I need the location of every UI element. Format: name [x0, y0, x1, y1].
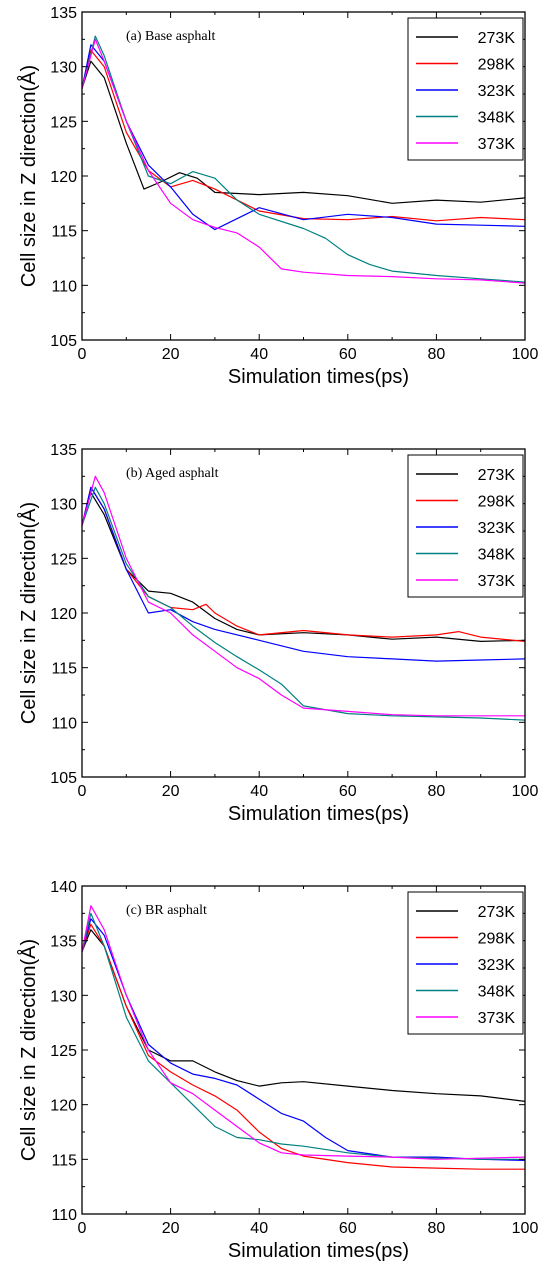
legend-label-298K: 298K [478, 57, 516, 74]
panel-title: (a) Base asphalt [126, 29, 216, 44]
x-tick-label: 100 [512, 1220, 539, 1237]
legend-label-273K: 273K [478, 904, 516, 921]
legend-label-348K: 348K [478, 984, 516, 1001]
legend-box [407, 17, 524, 161]
legend: 273K 298K 323K 348K 373K [407, 17, 524, 161]
x-tick-label: 100 [512, 783, 539, 800]
y-tick-label: 125 [50, 1043, 77, 1060]
y-axis-title: Cell size in Z direction(Å) [17, 502, 40, 724]
series-line-298K [81, 49, 526, 222]
series-line-373K [81, 38, 526, 284]
series-line-373K [81, 905, 526, 1160]
x-tick-label: 0 [78, 346, 87, 363]
x-axis-title: Simulation times(ps) [228, 803, 409, 825]
legend-label-373K: 373K [478, 573, 516, 590]
y-axis-title: Cell size in Z direction(Å) [17, 939, 40, 1161]
y-tick-label: 110 [51, 278, 77, 295]
y-tick-label: 120 [50, 606, 77, 623]
y-tick-label: 110 [51, 715, 77, 732]
y-tick-label: 115 [51, 224, 77, 241]
legend-box [407, 454, 524, 598]
legend-label-348K: 348K [478, 547, 516, 564]
legend: 273K 298K 323K 348K 373K [407, 891, 524, 1035]
legend-label-323K: 323K [478, 520, 516, 537]
x-tick-label: 80 [428, 346, 446, 363]
x-tick-label: 40 [250, 346, 268, 363]
y-tick-label: 125 [50, 551, 77, 568]
y-tick-label: 120 [50, 1098, 77, 1115]
legend: 273K 298K 323K 348K 373K [407, 454, 524, 598]
legend-box [407, 891, 524, 1035]
panel-title: (b) Aged asphalt [126, 466, 219, 481]
x-tick-label: 20 [162, 346, 180, 363]
x-axis-title: Simulation times(ps) [228, 366, 409, 388]
x-tick-label: 100 [512, 346, 539, 363]
legend-label-373K: 373K [478, 136, 516, 153]
panel-title: (c) BR asphalt [126, 903, 207, 918]
y-tick-label: 135 [50, 934, 77, 951]
series-line-273K [81, 492, 526, 642]
series-line-323K [81, 486, 526, 662]
x-tick-label: 60 [339, 783, 357, 800]
legend-label-298K: 298K [478, 931, 516, 948]
y-tick-label: 120 [50, 169, 77, 186]
y-tick-label: 140 [50, 879, 77, 896]
chart-panel-3: 0 20 40 60 80 100 110 115 120 125 130 135 140 Simulat… [17, 879, 538, 1262]
x-tick-label: 60 [339, 346, 357, 363]
y-tick-label: 110 [51, 1207, 77, 1224]
legend-label-273K: 273K [478, 467, 516, 484]
y-tick-label: 130 [50, 60, 77, 77]
y-tick-label: 105 [50, 333, 77, 350]
y-tick-label: 125 [50, 114, 77, 131]
y-tick-label: 115 [51, 1152, 77, 1169]
x-tick-label: 40 [250, 783, 268, 800]
y-tick-label: 135 [50, 442, 77, 459]
y-tick-label: 105 [50, 770, 77, 787]
legend-label-298K: 298K [478, 494, 516, 511]
y-tick-label: 130 [50, 988, 77, 1005]
legend-label-273K: 273K [478, 30, 516, 47]
x-axis-title: Simulation times(ps) [228, 1240, 409, 1262]
x-tick-label: 40 [250, 1220, 268, 1237]
series-line-298K [81, 923, 525, 1170]
chart-panel-1: 0 20 40 60 80 100 105 110 115 120 125 130 135 Simulat… [17, 5, 538, 388]
y-axis-title: Cell size in Z direction(Å) [17, 65, 40, 287]
legend-label-323K: 323K [478, 83, 516, 100]
y-tick-label: 135 [50, 5, 77, 22]
x-tick-label: 80 [428, 783, 446, 800]
x-tick-label: 0 [78, 1220, 87, 1237]
x-tick-label: 20 [162, 1220, 180, 1237]
x-tick-label: 20 [162, 783, 180, 800]
x-tick-label: 0 [78, 783, 87, 800]
x-tick-label: 80 [428, 1220, 446, 1237]
x-tick-label: 60 [339, 1220, 357, 1237]
legend-label-373K: 373K [478, 1010, 516, 1027]
series-line-348K [81, 486, 526, 721]
series-line-373K [81, 475, 525, 717]
legend-label-323K: 323K [478, 957, 516, 974]
y-tick-label: 115 [51, 661, 77, 678]
y-tick-label: 130 [50, 497, 77, 514]
legend-label-348K: 348K [478, 110, 516, 127]
chart-panel-2: 0 20 40 60 80 100 105 110 115 120 125 130 135 Simulat… [17, 442, 538, 825]
